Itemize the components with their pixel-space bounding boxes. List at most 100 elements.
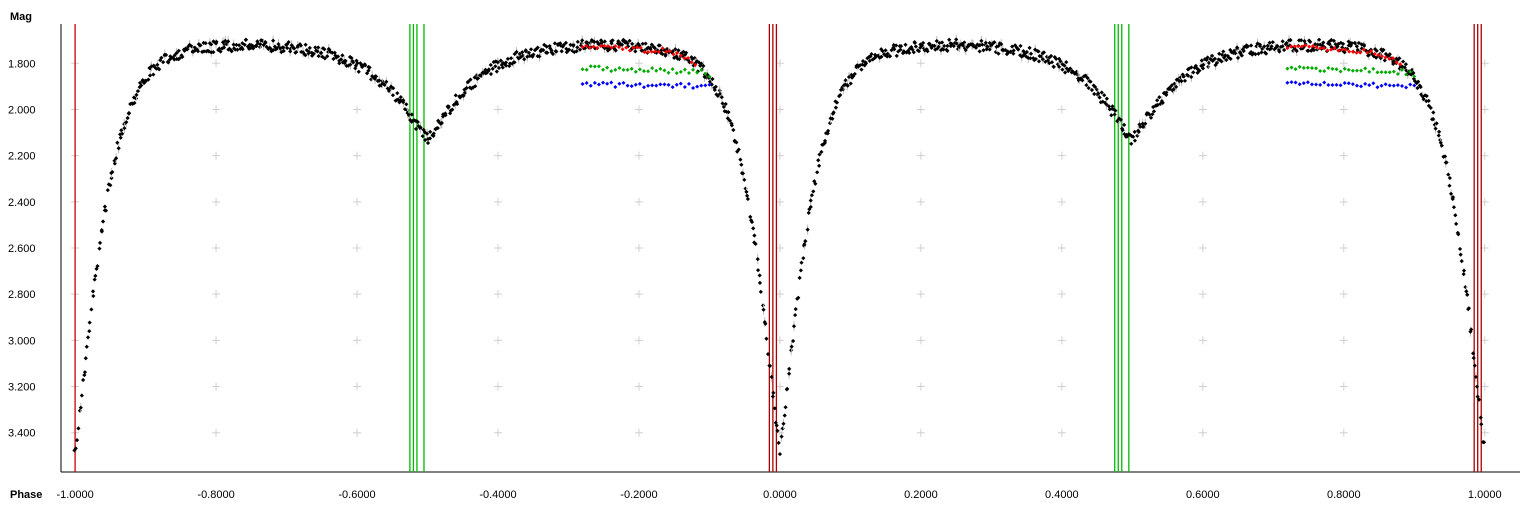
data-point-colored bbox=[1399, 83, 1404, 88]
data-point-black bbox=[1043, 59, 1048, 64]
data-point-colored bbox=[1354, 50, 1359, 55]
data-point-colored bbox=[666, 70, 671, 75]
data-point-black bbox=[1307, 38, 1312, 43]
data-point-colored bbox=[629, 66, 634, 71]
data-point-black bbox=[1135, 133, 1140, 138]
data-point-black bbox=[288, 49, 293, 54]
grid-cross bbox=[1339, 336, 1348, 345]
data-point-black bbox=[1294, 48, 1299, 54]
data-point-black bbox=[307, 45, 312, 51]
data-point-black bbox=[1476, 397, 1482, 402]
data-point-black bbox=[672, 55, 677, 61]
data-point-black bbox=[808, 204, 813, 210]
x-tick-label: -0.8000 bbox=[197, 489, 234, 501]
data-point-black bbox=[1442, 154, 1448, 159]
data-point-colored bbox=[1387, 56, 1392, 61]
data-point-black bbox=[1086, 85, 1091, 91]
data-point-black bbox=[825, 131, 830, 136]
data-point-black bbox=[95, 263, 100, 269]
grid-cross bbox=[212, 336, 221, 345]
data-point-black bbox=[781, 421, 786, 426]
data-point-black bbox=[1265, 43, 1270, 48]
data-point-black bbox=[1180, 72, 1185, 77]
data-point-black bbox=[1459, 259, 1464, 264]
data-point-black bbox=[845, 83, 850, 88]
data-point-black bbox=[295, 43, 300, 49]
data-point-black bbox=[363, 63, 368, 68]
data-point-black bbox=[288, 46, 293, 51]
data-point-black bbox=[355, 61, 360, 66]
data-point-black bbox=[276, 42, 281, 47]
grid-cross bbox=[1198, 382, 1207, 391]
data-point-black bbox=[1232, 48, 1237, 53]
data-point-colored bbox=[1408, 82, 1413, 87]
data-point-black bbox=[1469, 327, 1474, 332]
data-point-black bbox=[89, 307, 94, 312]
data-point-black bbox=[996, 51, 1001, 56]
data-point-black bbox=[789, 344, 794, 349]
grid-cross bbox=[1339, 59, 1348, 68]
data-point-black bbox=[255, 39, 260, 44]
grid-cross bbox=[1198, 151, 1207, 160]
data-point-black bbox=[1028, 51, 1034, 56]
data-point-black bbox=[934, 38, 939, 44]
data-point-black bbox=[251, 46, 256, 51]
data-point-black bbox=[837, 94, 842, 99]
grid-cross bbox=[353, 105, 362, 114]
grid-cross bbox=[1480, 59, 1489, 68]
data-point-black bbox=[727, 118, 732, 123]
data-point-colored bbox=[678, 69, 683, 74]
data-point-colored bbox=[1293, 80, 1298, 85]
data-point-colored bbox=[1305, 65, 1310, 70]
data-point-black bbox=[1181, 74, 1186, 79]
data-point-colored bbox=[1354, 68, 1359, 73]
data-point-black bbox=[1472, 363, 1477, 368]
data-point-black bbox=[602, 46, 607, 51]
data-point-black bbox=[1137, 122, 1142, 127]
data-point-colored bbox=[587, 45, 592, 50]
data-point-black bbox=[809, 193, 815, 198]
data-point-black bbox=[664, 46, 670, 52]
data-point-black bbox=[82, 370, 88, 375]
data-point-black bbox=[103, 208, 109, 213]
data-point-black bbox=[313, 45, 318, 50]
data-point-colored bbox=[1346, 67, 1351, 72]
data-point-black bbox=[264, 44, 269, 49]
data-point-black bbox=[742, 177, 747, 182]
data-point-black bbox=[72, 448, 77, 453]
data-point-colored bbox=[1350, 82, 1355, 87]
data-point-black bbox=[494, 69, 499, 74]
data-point-black bbox=[254, 44, 259, 49]
data-point-black bbox=[1224, 57, 1229, 63]
data-point-colored bbox=[1325, 48, 1330, 53]
data-point-black bbox=[388, 86, 393, 92]
data-point-black bbox=[1169, 83, 1175, 88]
data-point-black bbox=[1387, 52, 1392, 57]
data-point-black bbox=[1428, 105, 1433, 110]
data-point-colored bbox=[1383, 70, 1388, 75]
data-point-black bbox=[1036, 59, 1042, 64]
data-point-black bbox=[1223, 53, 1228, 58]
grid-cross bbox=[353, 382, 362, 391]
data-point-colored bbox=[1387, 83, 1392, 88]
grid-cross bbox=[634, 336, 643, 345]
data-point-black bbox=[495, 60, 500, 65]
data-point-black bbox=[488, 62, 493, 68]
data-point-black bbox=[223, 38, 228, 43]
data-point-colored bbox=[1391, 83, 1396, 88]
grid-cross bbox=[1198, 197, 1207, 206]
data-point-black bbox=[528, 47, 534, 52]
data-point-colored bbox=[633, 69, 638, 74]
grid-cross bbox=[493, 428, 502, 437]
data-point-black bbox=[534, 46, 539, 51]
data-point-black bbox=[1118, 117, 1123, 122]
data-point-black bbox=[585, 40, 590, 45]
data-point-black bbox=[490, 66, 495, 71]
grid-cross bbox=[1198, 336, 1207, 345]
data-point-black bbox=[735, 149, 740, 154]
data-point-black bbox=[798, 268, 804, 273]
data-point-black bbox=[633, 44, 639, 49]
data-point-black bbox=[627, 38, 632, 43]
data-point-black bbox=[1172, 81, 1177, 86]
data-point-black bbox=[1197, 68, 1202, 73]
